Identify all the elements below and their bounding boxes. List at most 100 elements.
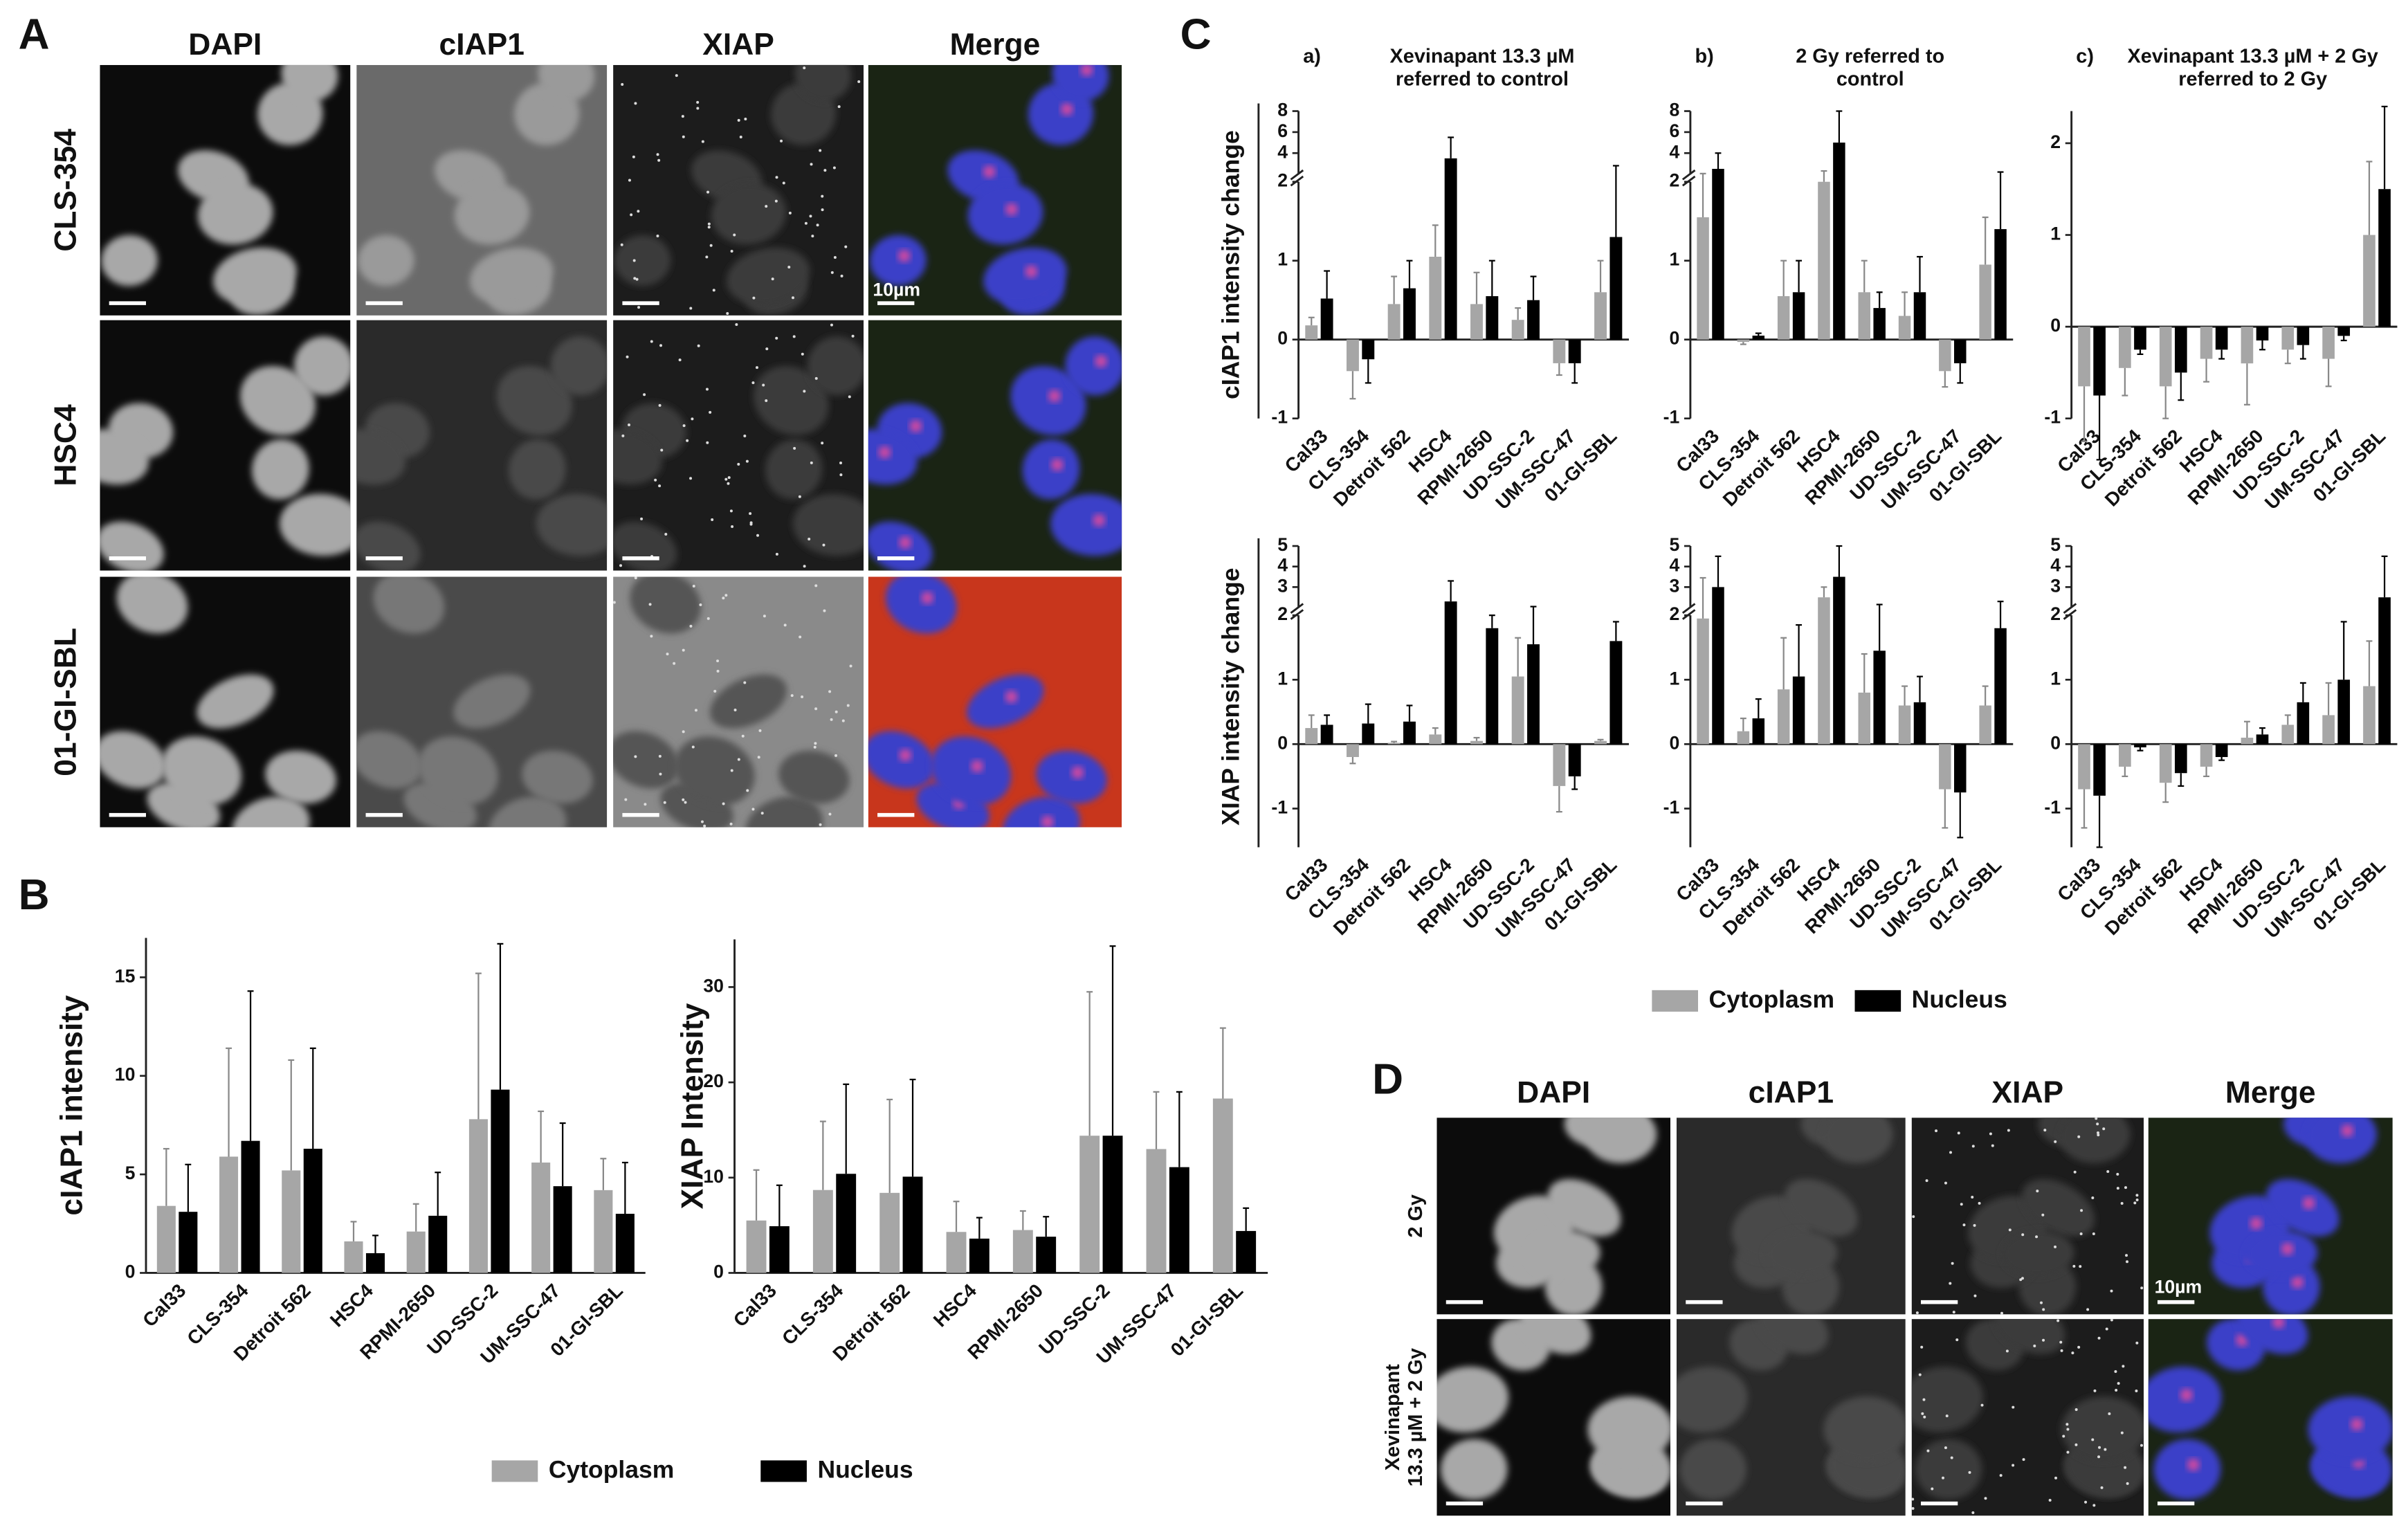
spot [1048,390,1061,403]
speck [1973,1294,1977,1297]
speck [700,820,704,823]
speck [2071,1351,2074,1355]
speck [2135,1341,2139,1345]
speck [746,789,749,792]
bar [836,1174,857,1273]
speck [1971,1511,1975,1514]
speck [803,565,806,568]
scale-label: 10µm [2155,1277,2202,1297]
speck [792,335,796,338]
speck [2074,1408,2078,1412]
speck [691,417,694,421]
cell [710,674,787,729]
bar [2119,327,2131,368]
bar [1833,576,1845,745]
bar [1898,316,1911,340]
speck [737,758,740,761]
speck [814,376,818,380]
cell [2236,1319,2308,1354]
speck [682,135,685,138]
speck [633,277,637,280]
speck [737,462,740,466]
speck [1911,1497,1915,1501]
bar [1102,1136,1123,1273]
speck [656,235,659,238]
chart-title: Xevinapant 13.3 µM + 2 Gy [2128,45,2378,67]
y-tick-label: 6 [1277,120,1288,141]
spot [878,446,891,459]
bar [1403,288,1416,340]
cell [745,796,823,828]
spot [971,760,983,773]
speck [2122,1365,2125,1368]
bar [2174,327,2187,373]
cell [2265,1178,2339,1237]
speck [682,648,685,652]
y-tick-label: 2 [1670,603,1680,624]
speck [634,576,637,580]
bar [2215,327,2228,350]
bar [1470,740,1483,745]
bar [2159,744,2172,783]
x-tick-label: Cal33 [138,1279,190,1331]
cell [792,493,864,556]
channel-header: XIAP [1992,1076,2064,1110]
micrograph [1911,1118,2144,1315]
speck [1951,1262,1954,1265]
y-tick-label: 1 [1670,668,1680,689]
bar [1873,308,1886,340]
bar [2119,744,2131,767]
channel-header: DAPI [188,28,262,62]
speck [775,552,778,556]
legend-swatch [491,1460,538,1482]
cell [100,429,149,485]
speck [830,718,833,721]
speck [709,244,713,247]
cell [1547,1178,1621,1237]
y-axis-label: XIAP Intensity [676,1003,710,1209]
micrograph [1676,1118,1906,1315]
speck [2012,1464,2015,1467]
speck [775,336,778,340]
cell [711,183,787,245]
speck [724,594,728,597]
speck [2120,1201,2124,1205]
bar [1444,601,1457,745]
speck [808,537,811,540]
micrograph [868,576,1122,828]
speck [1962,1223,1966,1227]
spot [1005,203,1018,216]
speck [727,476,731,480]
speck [2065,1423,2069,1426]
bar [2093,327,2106,396]
y-tick-label: 0 [1277,328,1288,349]
spot [2180,1388,2193,1401]
speck [711,518,714,522]
speck [1973,1223,1976,1227]
speck [762,383,765,387]
speck [1920,1345,1924,1349]
cell [967,674,1044,729]
y-tick-label: 3 [1670,575,1680,596]
cell [1436,1366,1509,1433]
speck [640,517,644,520]
speck [1942,1476,1945,1479]
speck [682,424,686,428]
y-tick-label: -1 [1663,796,1680,817]
bar [2200,327,2213,359]
speck [637,306,641,309]
speck [2042,1308,2045,1311]
bar [1594,740,1607,745]
speck [663,801,666,804]
cell [489,796,567,828]
cell [2306,1118,2377,1164]
cell [967,183,1043,245]
cell [778,750,850,804]
bar [179,1212,198,1273]
speck [823,169,827,172]
legend-label: Nucleus [1912,985,2007,1013]
cell [1050,493,1122,556]
speck [763,614,766,618]
cell [1052,64,1109,102]
speck [697,344,700,347]
